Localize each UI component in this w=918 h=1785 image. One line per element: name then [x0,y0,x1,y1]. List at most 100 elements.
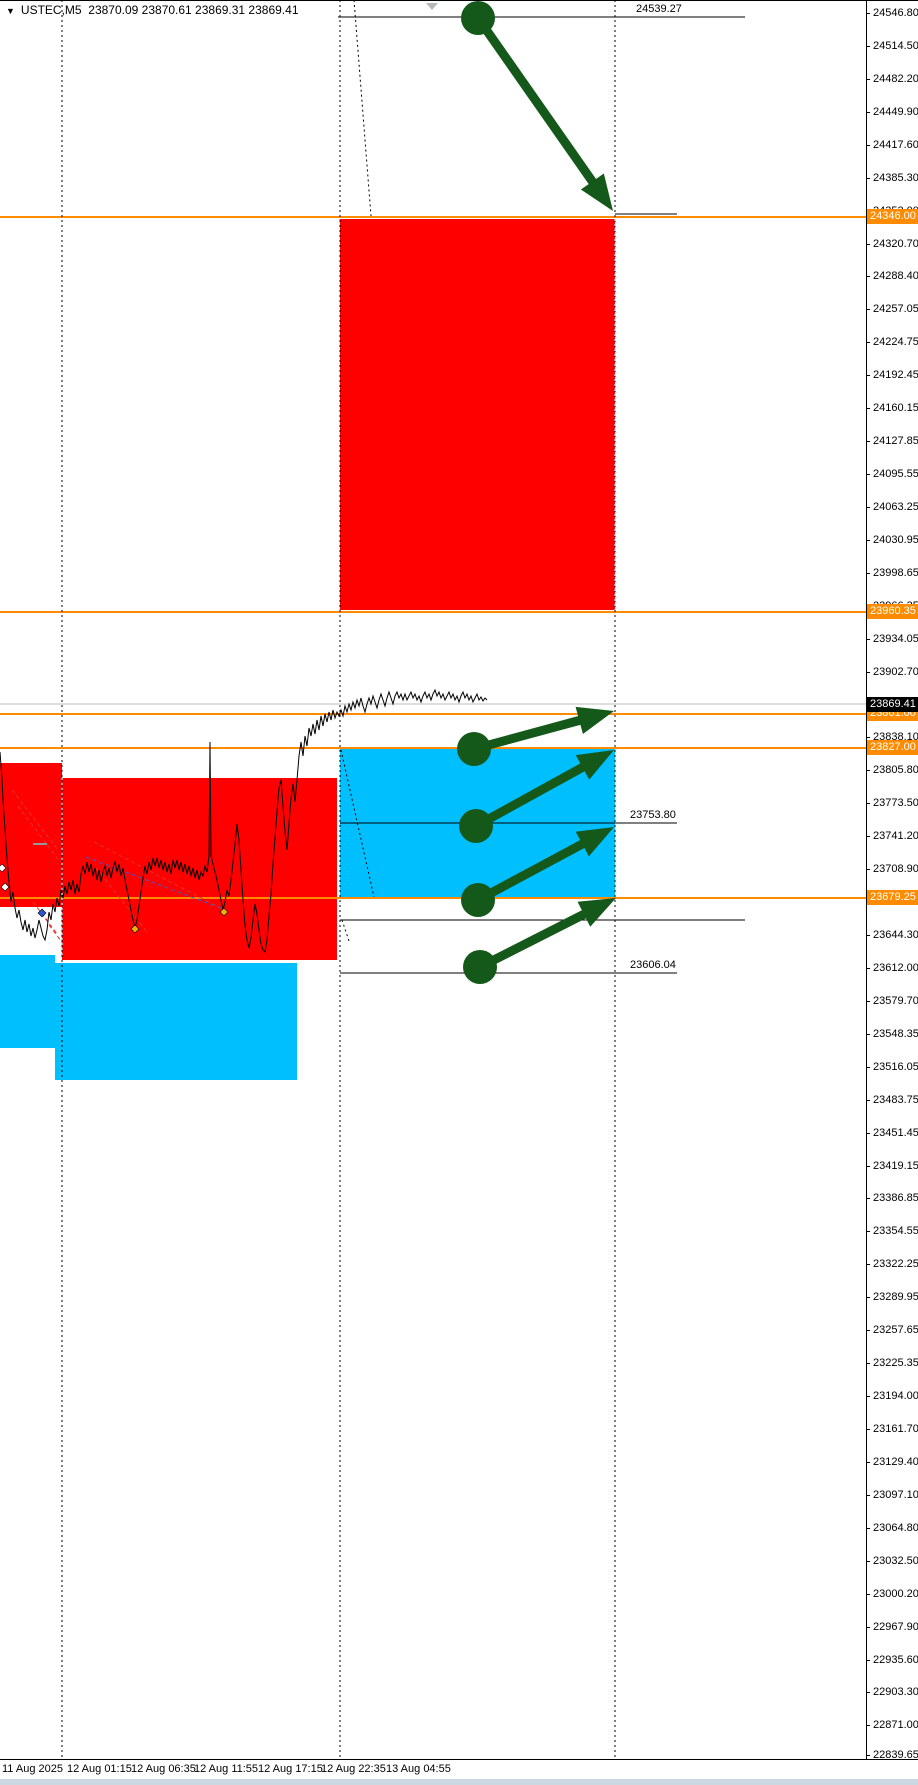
price-tick-label: 23644.30 [873,929,918,941]
blue-dashed-trendline[interactable] [85,856,224,910]
price-tick-mark [866,244,870,245]
price-tick-label: 24320.70 [873,238,918,250]
diamond-marker[interactable] [219,907,229,917]
price-tick-mark [866,1528,870,1529]
diamond-marker[interactable] [0,863,7,873]
price-tick-label: 23097.10 [873,1489,918,1501]
price-tick-mark [866,375,870,376]
projection-arrow-shaft[interactable] [472,714,587,754]
price-tick-label: 24546.80 [873,7,918,19]
level-price-label: 23606.04 [630,959,676,971]
symbol-ohlc-readout: ▼ USTEC,M5 23870.09 23870.61 23869.31 238… [6,3,299,17]
dotted-trendline[interactable] [341,919,350,942]
projection-arrow-shaft[interactable] [474,15,600,189]
price-line [0,688,488,954]
red-dashed-trendline[interactable] [11,789,59,851]
price-tick-label: 23354.55 [873,1225,918,1237]
left-red-zone-1[interactable] [0,763,62,907]
price-tick-label: 23998.65 [873,567,918,579]
time-axis-label: 12 Aug 22:35 [321,1763,386,1775]
price-tick-label: 24482.20 [873,73,918,85]
projection-arrow-head[interactable] [575,827,614,857]
price-tick-label: 22903.30 [873,1686,918,1698]
time-axis-separator [0,1759,918,1760]
price-tick-label: 23257.65 [873,1324,918,1336]
projection-arrow-head[interactable] [580,173,613,211]
price-tick-label: 22967.90 [873,1621,918,1633]
red-dashed-trendline[interactable] [17,805,61,863]
price-level-tag: 23679.25 [866,890,918,905]
left-cyan-zone-1[interactable] [0,955,55,1048]
price-tick-mark [866,1067,870,1068]
price-tick-mark [866,276,870,277]
price-tick-label: 23322.25 [873,1258,918,1270]
price-tick-mark [866,1627,870,1628]
price-tick-mark [866,178,870,179]
projection-red-zone[interactable] [340,219,615,610]
price-tick-label: 23194.00 [873,1390,918,1402]
diamond-marker[interactable] [0,882,10,892]
price-tick-mark [866,1429,870,1430]
price-tick-mark [866,737,870,738]
price-tick-mark [866,1001,870,1002]
price-tick-mark [866,145,870,146]
price-level-tag: 24346.00 [866,209,918,224]
price-tick-label: 24063.25 [873,501,918,513]
red-dashed-trendline[interactable] [93,841,229,913]
time-axis-label: 12 Aug 01:15 [67,1763,132,1775]
left-cyan-zone-2[interactable] [55,963,297,1080]
price-tick-mark [866,836,870,837]
projection-arrow-head[interactable] [575,706,614,734]
price-tick-label: 24224.75 [873,336,918,348]
price-tick-label: 23773.50 [873,797,918,809]
time-axis-label: 12 Aug 06:35 [131,1763,196,1775]
price-axis-separator [866,0,867,1760]
red-dashed-trendline[interactable] [40,912,59,936]
price-tick-mark [866,13,870,14]
price-tick-mark [866,1231,870,1232]
price-tick-mark [866,1725,870,1726]
price-tick-label: 23548.35 [873,1028,918,1040]
symbol-dropdown-icon[interactable]: ▼ [6,6,15,16]
level-price-label: 23753.80 [630,809,676,821]
time-axis-label: 11 Aug 2025 [2,1763,63,1775]
dotted-trendline[interactable] [340,749,375,898]
price-tick-mark [866,507,870,508]
price-axis-background [867,1,918,1759]
projection-arrow-head[interactable] [575,750,614,780]
projection-arrow-shaft[interactable] [477,907,592,972]
price-tick-mark [866,46,870,47]
dotted-trendline[interactable] [353,0,372,217]
price-tick-mark [866,1462,870,1463]
price-tick-mark [866,573,870,574]
price-tick-mark [866,639,870,640]
price-tick-mark [866,1330,870,1331]
price-tick-label: 23419.15 [873,1160,918,1172]
price-tick-mark [866,408,870,409]
left-red-zone-2[interactable] [62,778,337,960]
current-price-tag: 23869.41 [866,697,918,712]
level-price-label: 24539.27 [636,3,682,15]
window-bottom-strip [0,1779,918,1785]
projection-arrow-shaft[interactable] [473,760,590,830]
price-tick-mark [866,1034,870,1035]
time-axis-label: 12 Aug 11:55 [194,1763,259,1775]
price-tick-mark [866,1264,870,1265]
price-tick-mark [866,1561,870,1562]
price-tick-label: 23451.45 [873,1127,918,1139]
price-tick-label: 23386.85 [873,1192,918,1204]
projection-arrow-shaft[interactable] [475,837,590,904]
price-tick-label: 24127.85 [873,435,918,447]
diamond-marker[interactable] [130,924,140,934]
diamond-marker[interactable] [37,908,47,918]
projection-arrow-head[interactable] [577,898,616,927]
price-tick-label: 23902.70 [873,666,918,678]
price-tick-label: 24288.40 [873,270,918,282]
price-tick-label: 24514.50 [873,40,918,52]
price-tick-mark [866,1660,870,1661]
price-level-tag: 23827.00 [866,740,918,755]
time-axis-label: 12 Aug 17:15 [258,1763,323,1775]
price-level-tag: 23960.35 [866,604,918,619]
